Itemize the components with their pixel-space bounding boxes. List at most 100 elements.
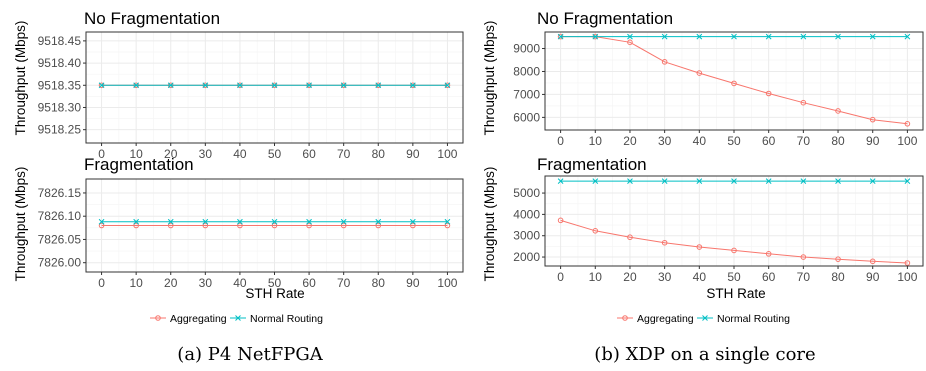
x-axis-label-a: STH Rate	[245, 286, 304, 301]
data-point-normal-routing	[731, 33, 737, 40]
chart-panel-2: 6000 7000 8000 9000 0 10 20 30 40 50 60 70 80 90 100	[513, 31, 924, 148]
data-point-aggregating	[869, 258, 876, 265]
y-tick-label: 7000	[513, 87, 540, 101]
legend-label-normal-routing: Normal Routing	[717, 313, 790, 325]
x-tick-label: 70	[337, 147, 351, 161]
x-tick-label: 0	[557, 134, 564, 148]
data-point-aggregating	[661, 59, 668, 65]
data-point-normal-routing	[592, 178, 599, 184]
x-tick-label: 60	[302, 147, 316, 161]
data-point-normal-routing	[696, 33, 703, 40]
data-point-normal-routing	[375, 82, 382, 89]
panel-title-b-top: No Fragmentation	[537, 9, 673, 28]
x-tick-label: 0	[98, 147, 105, 161]
y-tick-label: 7826.00	[38, 256, 82, 270]
x-tick-label: 60	[762, 270, 776, 284]
panel-title-a-top: No Fragmentation	[84, 9, 220, 28]
chart-panel-0: 9518.25 9518.30 9518.35 9518.40 9518.45 0 10 20…	[38, 31, 464, 161]
data-point-aggregating	[592, 228, 599, 234]
x-tick-label: 50	[268, 276, 282, 290]
x-tick-label: 80	[831, 270, 845, 284]
data-point-aggregating	[444, 222, 451, 229]
legend-label-normal-routing: Normal Routing	[250, 313, 323, 325]
data-point-normal-routing	[237, 218, 243, 225]
data-point-normal-routing	[661, 178, 668, 184]
series-line-aggregating	[560, 219, 908, 264]
data-point-normal-routing	[869, 178, 876, 184]
y-axis-label-a-top: Throughput (Mbps)	[13, 21, 28, 136]
y-tick-label: 9518.30	[38, 100, 82, 114]
x-tick-label: 90	[866, 270, 880, 284]
x-tick-label: 70	[337, 276, 351, 290]
data-point-aggregating	[904, 121, 911, 127]
data-point-aggregating	[340, 222, 347, 229]
chart-panel-1: 7826.00 7826.05 7826.10 7826.15 0 10 20 30 40 50 6…	[38, 178, 464, 290]
x-tick-label: 10	[589, 270, 603, 284]
data-point-normal-routing	[340, 82, 347, 89]
y-tick-label: 6000	[513, 110, 540, 124]
data-point-aggregating	[696, 70, 703, 76]
caption-a: (a) P4 NetFPGA	[177, 344, 323, 365]
data-point-normal-routing	[835, 33, 841, 40]
data-point-aggregating	[765, 251, 772, 257]
legend-marker-normal-routing	[702, 315, 708, 321]
data-point-normal-routing	[340, 218, 347, 225]
data-point-normal-routing	[202, 218, 209, 225]
data-point-normal-routing	[375, 218, 382, 225]
x-tick-label: 10	[129, 276, 143, 290]
data-point-normal-routing	[202, 82, 209, 89]
y-tick-label: 7826.15	[38, 186, 82, 200]
data-point-aggregating	[375, 222, 382, 229]
y-tick-label: 5000	[513, 186, 540, 200]
y-axis-label-b-bottom: Throughput (Mbps)	[482, 167, 497, 282]
caption-b: (b) XDP on a single core	[594, 344, 815, 365]
data-point-normal-routing	[627, 178, 633, 184]
data-point-normal-routing	[592, 33, 599, 40]
x-tick-label: 0	[98, 276, 105, 290]
x-tick-label: 20	[623, 270, 637, 284]
data-point-aggregating	[557, 217, 564, 224]
legend-label-aggregating: Aggregating	[170, 313, 227, 325]
data-point-normal-routing	[627, 33, 633, 40]
x-tick-label: 90	[406, 276, 420, 290]
data-point-normal-routing	[306, 82, 312, 89]
x-tick-label: 100	[897, 134, 917, 148]
data-point-aggregating	[271, 222, 278, 229]
y-tick-label: 9518.35	[38, 78, 82, 92]
data-point-aggregating	[731, 247, 737, 254]
legend-marker-aggregating	[622, 315, 628, 321]
legend-marker-normal-routing	[235, 315, 241, 321]
data-point-normal-routing	[98, 218, 105, 225]
data-point-normal-routing	[306, 218, 312, 225]
data-point-normal-routing	[835, 178, 841, 184]
data-point-normal-routing	[869, 33, 876, 40]
x-tick-label: 20	[164, 147, 178, 161]
data-point-normal-routing	[800, 178, 807, 184]
data-point-aggregating	[202, 222, 209, 229]
data-point-aggregating	[306, 222, 312, 229]
legend-marker-aggregating	[155, 315, 161, 321]
data-point-aggregating	[800, 99, 807, 106]
data-point-aggregating	[835, 256, 841, 262]
legend-a: Aggregating Normal Routing	[150, 313, 323, 325]
x-tick-label: 60	[762, 134, 776, 148]
y-axis-label-b-top: Throughput (Mbps)	[482, 21, 497, 136]
data-point-aggregating	[627, 234, 633, 241]
data-point-aggregating	[696, 244, 703, 250]
x-tick-label: 0	[557, 270, 564, 284]
y-tick-label: 9518.40	[38, 56, 82, 70]
data-point-aggregating	[765, 90, 772, 97]
x-tick-label: 100	[437, 276, 457, 290]
x-tick-label: 60	[302, 276, 316, 290]
data-point-aggregating	[731, 80, 737, 87]
data-point-normal-routing	[557, 178, 564, 184]
panel-title-a-bottom: Fragmentation	[84, 155, 194, 174]
y-tick-label: 3000	[513, 229, 540, 243]
data-point-aggregating	[869, 116, 876, 123]
y-tick-label: 9518.45	[38, 34, 82, 48]
x-tick-label: 100	[897, 270, 917, 284]
data-point-aggregating	[835, 108, 841, 114]
data-point-normal-routing	[800, 33, 807, 40]
data-point-aggregating	[627, 39, 633, 46]
